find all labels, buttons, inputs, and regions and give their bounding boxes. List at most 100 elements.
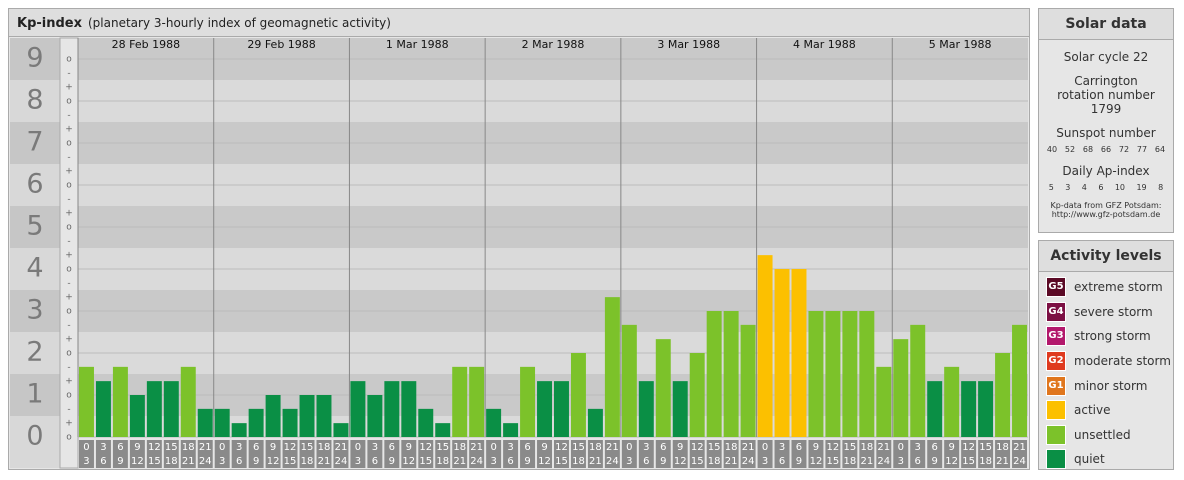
x-tick-label: 9 <box>541 442 547 453</box>
x-tick-label: 9 <box>117 456 123 467</box>
level-item: G3 strong storm <box>1039 324 1173 349</box>
x-tick-label: 0 <box>355 442 361 453</box>
y-tick-label: 2 <box>26 337 43 368</box>
x-tick-label: 0 <box>83 442 89 453</box>
level-label: unsettled <box>1074 427 1131 442</box>
y-cell <box>10 374 60 416</box>
bar <box>435 423 451 437</box>
minor-tick-label: - <box>67 111 70 121</box>
x-tick-label: 12 <box>827 442 840 453</box>
y-tick-label: 4 <box>26 253 43 284</box>
x-tick-label: 18 <box>860 442 873 453</box>
x-tick-label: 3 <box>372 442 378 453</box>
x-tick-label: 0 <box>898 442 904 453</box>
x-label-box <box>350 440 366 468</box>
x-label-box <box>927 440 943 468</box>
x-label-box <box>655 440 671 468</box>
x-tick-label: 18 <box>318 442 331 453</box>
bar <box>740 324 756 437</box>
x-tick-label: 3 <box>100 442 106 453</box>
bar <box>129 395 145 437</box>
x-label-box <box>723 440 739 468</box>
x-label-box <box>231 440 247 468</box>
x-tick-label: 12 <box>962 442 975 453</box>
minor-tick-label: o <box>66 433 72 443</box>
bar <box>265 395 281 437</box>
x-tick-label: 6 <box>779 456 785 467</box>
x-tick-label: 0 <box>219 442 225 453</box>
level-item: active <box>1039 398 1173 423</box>
x-tick-label: 12 <box>402 456 415 467</box>
activity-panel: Activity levels G5 extreme storm G4 severe … <box>1038 240 1174 470</box>
x-tick-label: 15 <box>962 456 975 467</box>
x-tick-label: 15 <box>572 442 585 453</box>
x-tick-label: 21 <box>453 456 466 467</box>
level-label: extreme storm <box>1074 280 1163 295</box>
bar <box>689 353 705 437</box>
band <box>78 416 1028 437</box>
y-tick-label: 5 <box>26 211 43 242</box>
x-tick-label: 9 <box>660 456 666 467</box>
x-tick-label: 12 <box>131 456 144 467</box>
y-tick-label: 8 <box>26 85 43 116</box>
y-cell <box>10 38 60 80</box>
x-tick-label: 3 <box>626 456 632 467</box>
x-tick-label: 15 <box>284 456 297 467</box>
minor-tick-label: + <box>65 125 73 135</box>
x-tick-label: 21 <box>335 442 348 453</box>
ap-value: 6 <box>1098 183 1104 192</box>
x-label-box <box>791 440 807 468</box>
y-tick-label: 0 <box>26 421 43 452</box>
ap-value: 3 <box>1065 183 1071 192</box>
bar <box>554 381 569 437</box>
x-label-box <box>672 440 688 468</box>
x-label-box <box>961 440 977 468</box>
minor-tick-label: o <box>66 181 72 191</box>
x-label-box <box>689 440 705 468</box>
x-label-box <box>876 440 892 468</box>
x-label-box <box>757 440 773 468</box>
x-tick-label: 15 <box>148 456 161 467</box>
minor-tick-label: o <box>66 265 72 275</box>
x-tick-label: 15 <box>979 442 992 453</box>
x-tick-label: 24 <box>742 456 755 467</box>
x-tick-label: 6 <box>524 442 530 453</box>
y-cell <box>10 248 60 290</box>
x-tick-label: 3 <box>236 442 242 453</box>
x-tick-label: 21 <box>725 456 738 467</box>
bar <box>876 366 892 437</box>
level-swatch <box>1046 400 1066 421</box>
x-tick-label: 15 <box>827 456 840 467</box>
sunspot-value: 64 <box>1154 145 1166 154</box>
bar <box>638 381 654 437</box>
minor-tick-label: + <box>65 293 73 303</box>
x-tick-label: 18 <box>301 456 314 467</box>
bar <box>791 269 807 437</box>
sunspot-value: 77 <box>1136 145 1148 154</box>
x-tick-label: 24 <box>335 456 348 467</box>
x-label-box <box>129 440 145 468</box>
x-tick-label: 6 <box>796 442 802 453</box>
x-label-box <box>95 440 111 468</box>
x-tick-label: 6 <box>660 442 666 453</box>
x-tick-label: 9 <box>796 456 802 467</box>
x-tick-label: 15 <box>708 442 721 453</box>
x-label-box <box>808 440 824 468</box>
level-item: G2 moderate storm <box>1039 349 1173 374</box>
level-item: quiet <box>1039 447 1173 472</box>
level-swatch: G1 <box>1046 375 1066 396</box>
x-label-box <box>570 440 586 468</box>
bar <box>79 366 94 437</box>
x-tick-label: 21 <box>589 456 602 467</box>
x-label-box <box>401 440 417 468</box>
bar <box>180 366 196 437</box>
bar <box>197 408 213 437</box>
minor-tick-label: - <box>67 69 70 79</box>
x-tick-label: 21 <box>182 456 195 467</box>
x-tick-label: 3 <box>490 456 496 467</box>
title: Kp-index <box>17 16 82 31</box>
sunspot-title: Sunspot number <box>1056 126 1156 140</box>
x-label-box <box>333 440 349 468</box>
x-tick-label: 12 <box>284 442 297 453</box>
y-cell <box>10 416 60 468</box>
